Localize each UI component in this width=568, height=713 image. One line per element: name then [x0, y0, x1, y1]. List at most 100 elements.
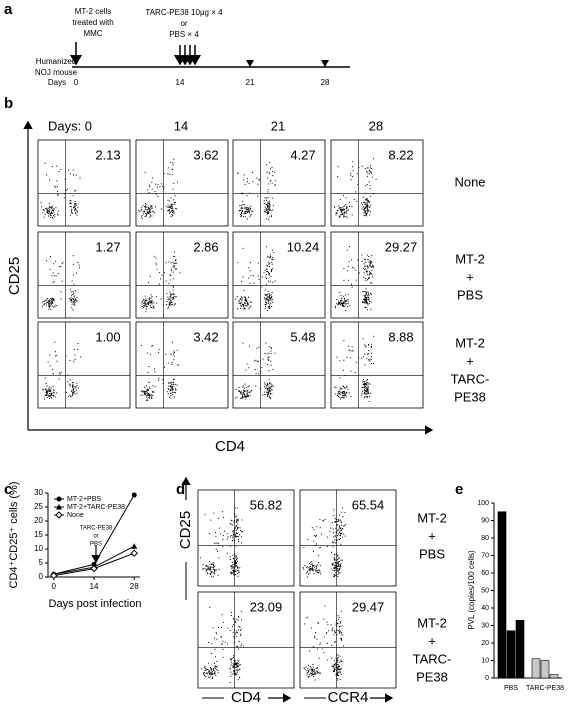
dot	[327, 630, 329, 632]
dot	[170, 301, 172, 303]
dot	[241, 211, 242, 213]
dot	[372, 266, 374, 268]
dot	[53, 211, 55, 213]
dot	[50, 214, 52, 216]
dot	[265, 203, 267, 205]
note: TARC-PE38 10μg × 4	[145, 8, 223, 17]
dot	[265, 299, 267, 301]
dot	[62, 261, 64, 263]
dot	[267, 300, 269, 302]
dot	[340, 392, 342, 394]
dot	[49, 393, 51, 395]
dot	[316, 564, 318, 566]
dot	[270, 386, 272, 388]
dot	[272, 299, 274, 300]
dot	[261, 366, 263, 368]
dot	[334, 559, 336, 561]
dot	[267, 208, 269, 210]
dot	[240, 305, 242, 307]
dot	[236, 663, 238, 665]
dot	[343, 208, 345, 210]
dot	[321, 648, 323, 650]
dot	[213, 565, 215, 567]
dot	[74, 209, 76, 211]
dot	[236, 519, 238, 521]
dot	[342, 390, 344, 392]
dot	[364, 210, 366, 211]
dot	[269, 181, 271, 183]
dot	[355, 279, 357, 281]
dot	[216, 669, 218, 670]
dot	[46, 393, 48, 394]
dot	[240, 530, 241, 531]
dot	[308, 569, 310, 571]
dot	[339, 567, 341, 569]
dot	[52, 208, 54, 210]
dot	[57, 210, 59, 212]
dot	[169, 303, 171, 305]
dot	[44, 162, 46, 164]
dot	[149, 395, 151, 397]
dot	[345, 197, 347, 199]
dot	[268, 393, 270, 395]
dot	[337, 396, 339, 398]
dot	[236, 565, 238, 567]
dot	[217, 672, 219, 674]
dot	[267, 206, 269, 208]
dot	[140, 345, 142, 347]
dot	[152, 385, 154, 386]
dot	[234, 565, 236, 567]
dot	[173, 350, 175, 352]
dot	[343, 392, 345, 394]
dot	[170, 294, 172, 296]
dot	[268, 306, 270, 307]
dot	[365, 346, 367, 348]
dot	[71, 307, 73, 309]
dot	[46, 207, 48, 209]
dot	[364, 204, 366, 206]
dot	[234, 670, 236, 672]
dot	[367, 278, 369, 280]
dot	[210, 671, 212, 673]
dot	[44, 208, 46, 210]
dot	[371, 346, 372, 348]
dot	[358, 272, 360, 274]
dot	[234, 566, 236, 568]
dot	[49, 179, 51, 181]
dot	[238, 629, 239, 631]
dot	[74, 301, 76, 303]
dot	[344, 386, 346, 388]
dot	[235, 515, 237, 517]
dot	[309, 673, 310, 675]
dot	[60, 168, 62, 170]
dot	[141, 303, 143, 305]
dot	[172, 292, 174, 294]
dot	[237, 262, 239, 264]
dot	[221, 614, 223, 616]
dot	[47, 301, 49, 303]
dot	[268, 200, 270, 202]
dot	[367, 296, 369, 298]
dot	[338, 557, 340, 559]
dot	[248, 392, 250, 394]
dot	[240, 391, 242, 393]
dot	[148, 386, 150, 388]
dot	[364, 265, 366, 267]
dot	[213, 564, 215, 566]
dot	[337, 654, 339, 656]
dot	[337, 166, 339, 168]
dot	[340, 209, 342, 211]
dot	[256, 347, 258, 349]
dot	[313, 670, 315, 672]
dot	[246, 299, 248, 301]
dot	[166, 301, 168, 302]
dot	[250, 275, 252, 277]
dot	[362, 196, 364, 198]
dot	[312, 668, 314, 670]
dot	[71, 303, 73, 305]
dot	[267, 290, 269, 292]
dot	[339, 207, 341, 209]
dot	[229, 556, 231, 558]
dot	[237, 660, 239, 662]
dot	[50, 308, 52, 310]
